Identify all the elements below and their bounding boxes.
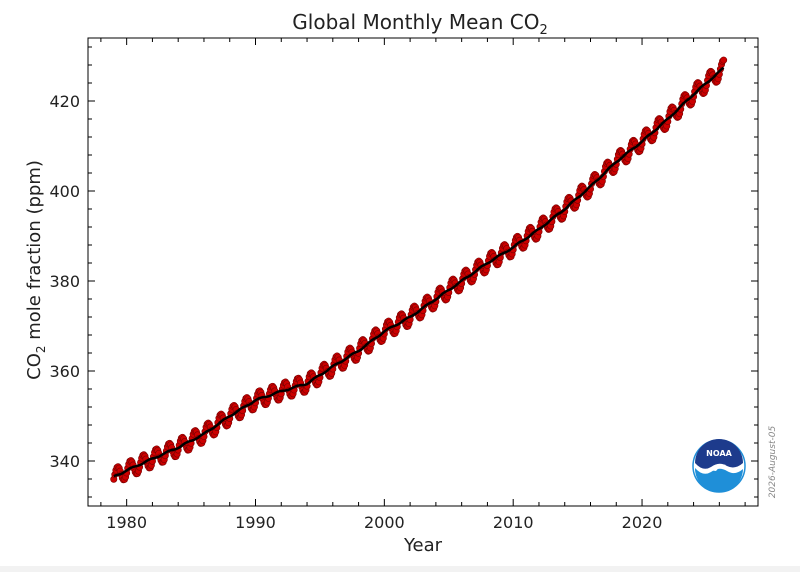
y-axis-label-subscript: 2 <box>34 345 48 353</box>
y-tick-label: 340 <box>49 452 80 471</box>
monthly-mean-points <box>110 56 728 484</box>
monthly-mean-point <box>720 56 728 64</box>
chart-title: Global Monthly Mean CO2 <box>292 10 547 38</box>
plot-frame <box>87 37 759 507</box>
bottom-bar <box>0 566 800 572</box>
noaa-logo-text: NOAA <box>706 449 732 458</box>
noaa-logo-top <box>695 439 743 469</box>
y-axis-label-rest: mole fraction (ppm) <box>24 160 45 345</box>
y-axis-label-main: CO <box>24 353 45 380</box>
noaa-logo-bottom <box>694 468 743 493</box>
y-tick-label: 400 <box>49 182 80 201</box>
y-tick-label: 360 <box>49 362 80 381</box>
y-axis-label: CO2 mole fraction (ppm) <box>24 160 48 380</box>
x-axis-label: Year <box>403 535 443 556</box>
x-tick-label: 1990 <box>235 513 276 532</box>
trend-line <box>113 66 725 478</box>
x-tick-label: 2000 <box>364 513 405 532</box>
noaa-logo: NOAA <box>692 439 746 493</box>
x-tick-label: 1980 <box>106 513 147 532</box>
axis-ticks <box>88 38 758 506</box>
chart-title-main: Global Monthly Mean CO <box>292 10 539 34</box>
y-tick-label: 420 <box>49 92 80 111</box>
chart-title-subscript: 2 <box>539 23 547 38</box>
x-tick-label: 2020 <box>622 513 663 532</box>
y-tick-label: 380 <box>49 272 80 291</box>
axis-tick-labels: 1980 1990 2000 2010 2020 340 360 380 400 420 <box>49 92 662 532</box>
date-watermark: 2026-August-05 <box>768 426 778 499</box>
noaa-logo-gull <box>708 464 726 471</box>
x-tick-label: 2010 <box>493 513 534 532</box>
